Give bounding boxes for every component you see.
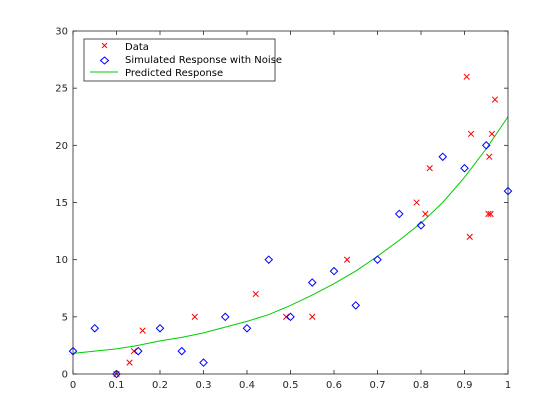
data-point-x [426,165,433,172]
legend: Data Simulated Response with Noise Predi… [83,38,282,82]
data-point-x [126,359,133,366]
data-point-x [487,210,494,218]
simulated-point-diamond [329,266,339,276]
legend-diamond-marker-icon [99,56,110,65]
y-tick-label: 5 [62,312,68,323]
x-tick-label: 0.2 [152,380,168,391]
simulated-point-diamond [112,369,121,379]
simulated-point-diamond [394,209,404,219]
data-point-x [309,313,316,320]
x-tick-label: 0.5 [283,380,299,391]
x-tick-label: 0 [70,380,76,391]
data-point-x [422,210,429,218]
legend-x-marker-icon [101,42,108,49]
x-tick-label: 1 [505,380,511,391]
data-point-x [130,347,138,355]
x-tick-label: 0.8 [413,380,429,391]
y-tick-label: 10 [55,255,68,266]
plot-area [73,31,508,374]
data-point-x [139,327,146,334]
data-point-x [467,130,475,138]
simulated-point-diamond [438,152,448,162]
x-tick-label: 0.3 [196,380,212,391]
simulated-point-diamond [242,323,252,333]
simulated-point-diamond [220,312,230,322]
y-tick-label: 30 [55,27,68,38]
y-tick-label: 25 [55,84,68,95]
x-tick-label: 0.1 [109,380,125,391]
predicted-response-line [72,116,509,354]
simulated-point-diamond [307,278,317,287]
data-point-x [486,153,493,160]
legend-label-data: Data [125,42,149,53]
x-tick-label: 0.9 [457,380,473,391]
data-point-x [463,73,470,80]
legend-entry-predicted: Predicted Response [90,68,223,79]
data-point-x [252,290,259,298]
data-point-x [413,199,420,206]
data-point-x [488,130,496,138]
legend-entry-simulated: Simulated Response with Noise [99,55,282,66]
simulated-point-diamond [373,255,382,264]
legend-label-simulated: Simulated Response with Noise [125,55,282,66]
simulated-point-diamond [416,221,426,230]
marker-layer [68,73,513,379]
legend-box [83,38,276,82]
curve-layer [72,116,509,354]
simulated-point-diamond [177,346,187,356]
legend-label-predicted: Predicted Response [125,68,223,79]
x-tick-label: 0.7 [370,380,386,391]
y-tick-label: 20 [55,141,68,152]
x-tick-label: 0.4 [239,380,255,391]
simulated-point-diamond [133,346,143,356]
simulated-point-diamond [286,312,295,322]
data-point-x [282,313,290,320]
simulated-point-diamond [264,255,274,264]
simulated-point-diamond [155,323,165,333]
simulated-point-diamond [481,141,491,150]
y-tick-label: 15 [55,198,68,209]
simulated-point-diamond [351,301,361,310]
simulated-point-diamond [199,358,208,367]
legend-entry-data: Data [101,42,149,53]
simulated-point-diamond [90,323,100,333]
data-point-x [343,256,351,263]
tick-layer: 0 0.1 0.2 0.3 0.4 0.5 0.6 0.7 0.8 0.9 105101520253… [55,27,511,392]
data-point-x [191,313,198,320]
data-point-x [491,96,499,103]
y-tick-label: 0 [62,370,68,381]
x-tick-label: 0.6 [326,380,342,391]
data-point-x [485,210,492,218]
simulated-point-diamond [460,163,469,173]
data-point-x [466,233,473,240]
